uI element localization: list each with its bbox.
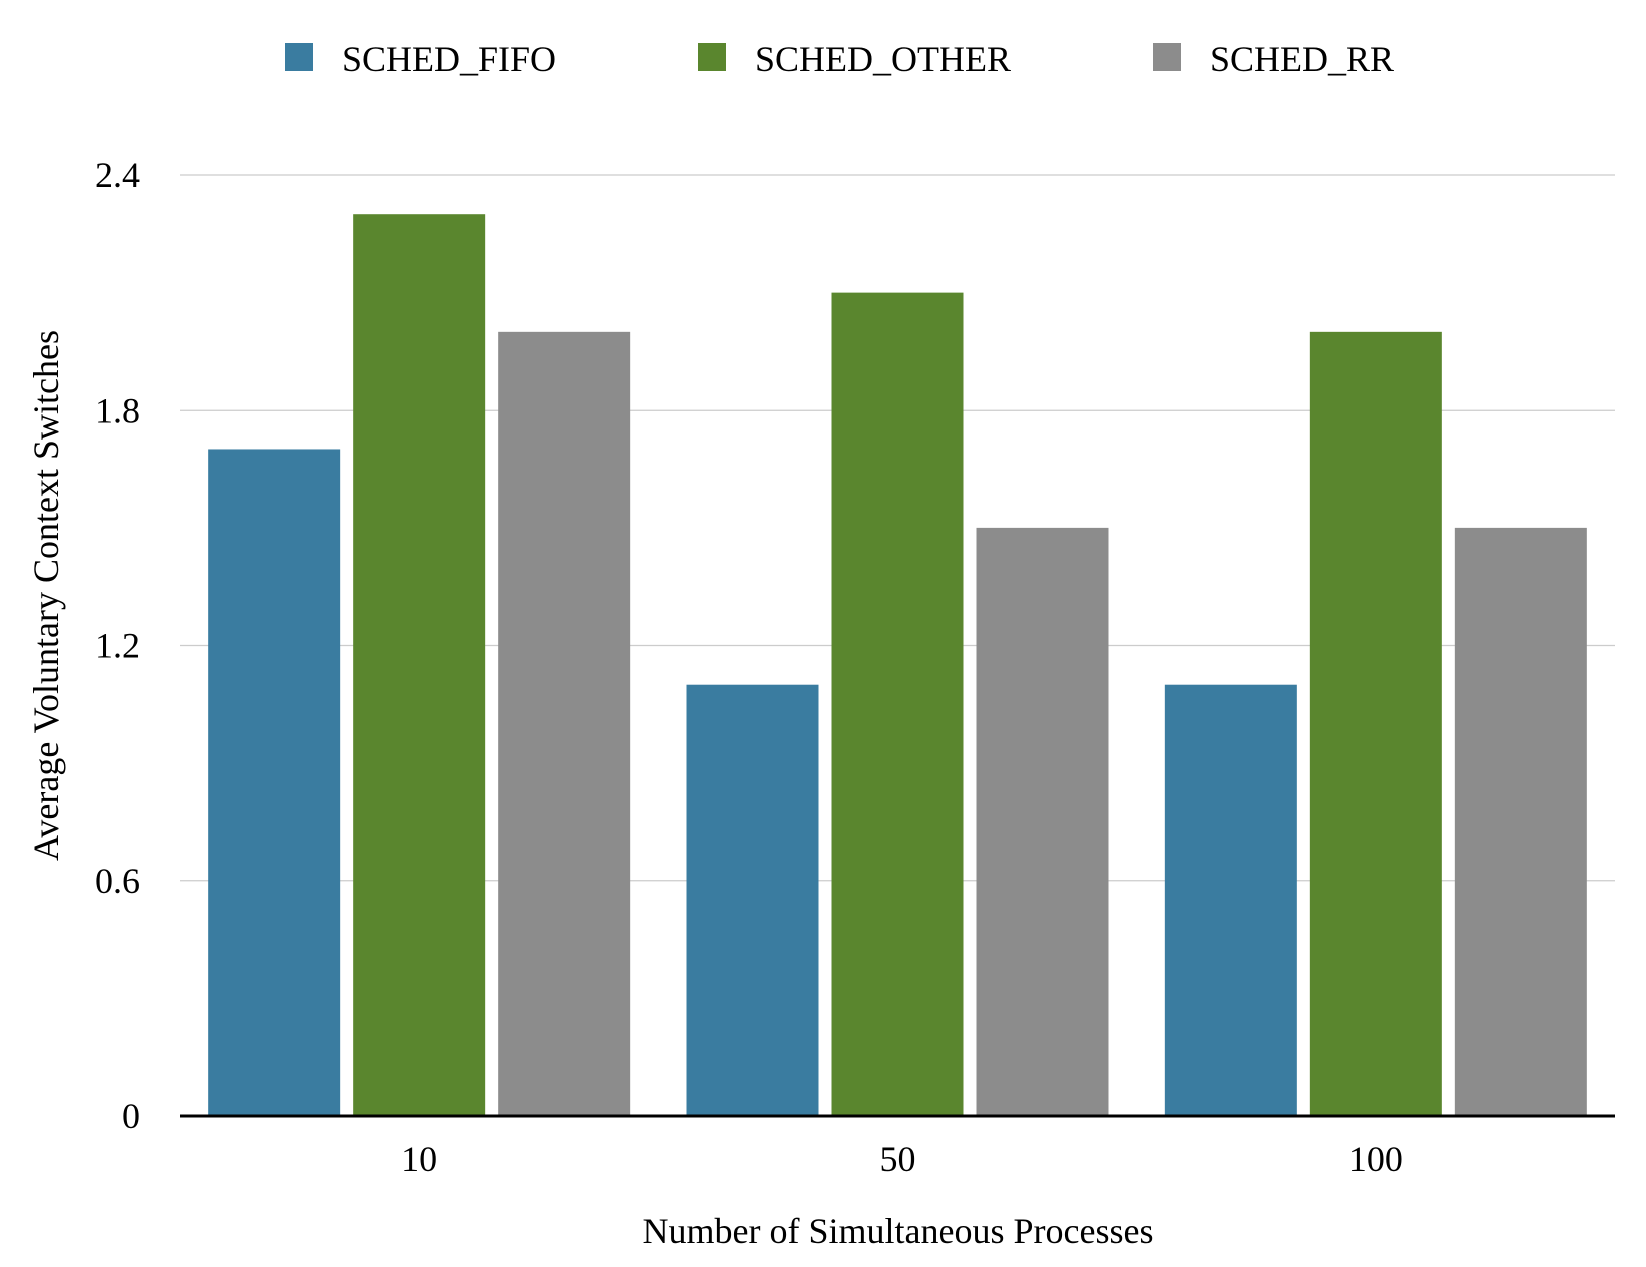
legend-swatch [1153,43,1181,71]
y-tick-label: 2.4 [95,155,140,195]
bars [208,214,1587,1117]
legend-label: SCHED_OTHER [755,39,1011,79]
bar-sched-fifo-100 [1164,684,1297,1116]
bar-sched-other-10 [353,214,486,1117]
x-tick-label: 100 [1349,1139,1403,1179]
y-tick-label: 1.2 [95,626,140,666]
legend-label: SCHED_FIFO [342,39,556,79]
y-tick-label: 0 [122,1096,140,1136]
bar-sched-other-100 [1309,331,1442,1116]
bar-sched-rr-50 [976,527,1109,1116]
y-axis-title: Average Voluntary Context Switches [26,330,66,861]
y-tick-label: 0.6 [95,861,140,901]
legend-label: SCHED_RR [1210,39,1394,79]
x-tick-label: 50 [880,1139,916,1179]
axes: 0 0.6 1.2 1.8 2.4 10 50 100 [95,155,1615,1179]
x-tick-label: 10 [401,1139,437,1179]
bar-sched-fifo-50 [686,684,819,1116]
legend-swatch [698,43,726,71]
y-tick-label: 1.8 [95,390,140,430]
bar-sched-rr-10 [498,331,631,1116]
legend-swatch [285,43,313,71]
legend: SCHED_FIFO SCHED_OTHER SCHED_RR [285,39,1394,79]
bar-sched-other-50 [831,292,964,1116]
bar-sched-fifo-10 [208,449,341,1116]
x-axis-title: Number of Simultaneous Processes [643,1211,1154,1251]
bar-sched-rr-100 [1454,527,1587,1116]
